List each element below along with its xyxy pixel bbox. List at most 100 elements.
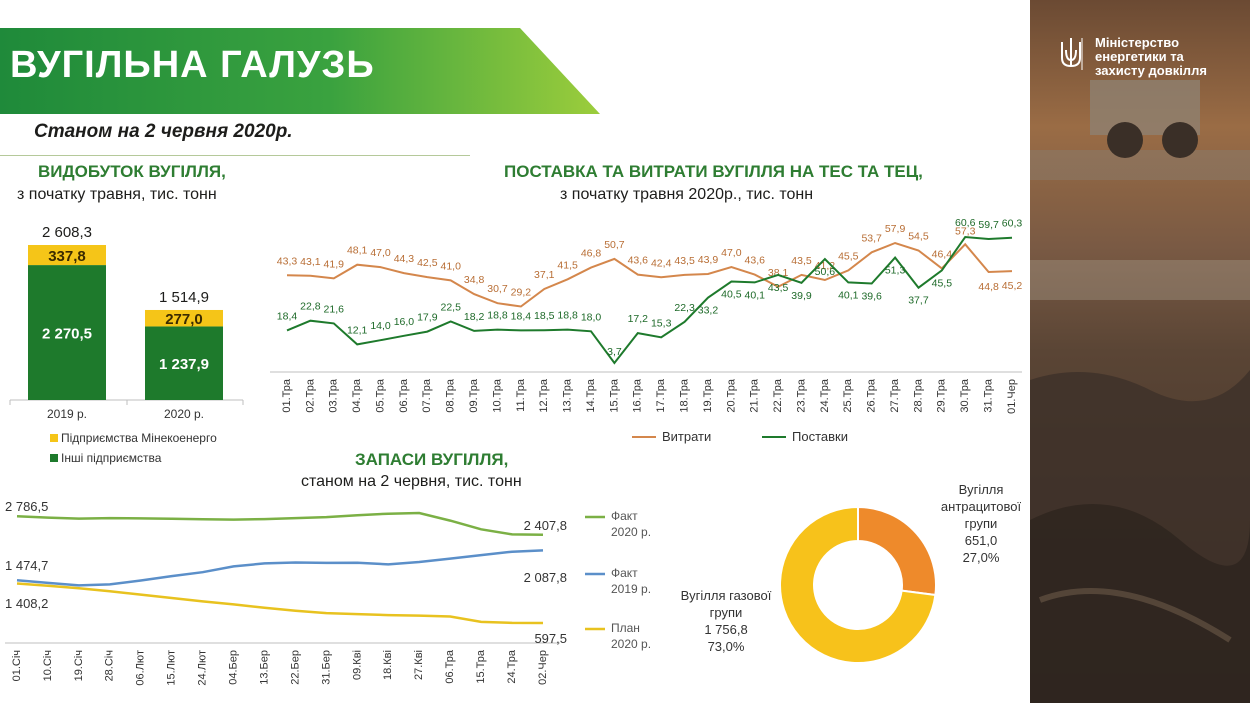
supply-data-label: 22,5 (440, 301, 461, 313)
bar-ministry-enterprises (28, 245, 106, 266)
bar-label-other: 2 270,5 (42, 326, 92, 343)
consumption-data-label: 30,7 (487, 283, 508, 295)
series-end-label: 597,5 (534, 631, 567, 646)
supply-data-label: 18,8 (557, 310, 578, 322)
x-tick-label: 13.Бер (258, 650, 270, 685)
slice-label: групи (965, 516, 998, 531)
supply-data-label: 39,9 (791, 290, 812, 302)
x-tick-label: 01.Тра (281, 378, 293, 413)
supply-data-label: 60,6 (955, 217, 976, 229)
x-tick-label: 2019 р. (47, 407, 87, 421)
bar-label-other: 1 237,9 (159, 356, 209, 373)
slice-value-label: 1 756,8 (704, 622, 747, 637)
consumption-data-label: 47,0 (370, 247, 391, 259)
consumption-data-label: 45,2 (1002, 280, 1023, 292)
x-tick-label: 22.Бер (289, 650, 301, 685)
divider (0, 155, 470, 156)
consumption-data-label: 57,3 (955, 225, 976, 237)
consumption-data-label: 43,3 (277, 255, 298, 267)
supply-data-label: 33,2 (698, 305, 719, 317)
x-tick-label: 25.Тра (842, 378, 854, 413)
stock-fact-2019-line (16, 549, 544, 587)
stocks-line-chart: 2 786,5 2 407,8 Факт 2020 р. 1 474,7 2 087,8 Ф… (5, 499, 651, 686)
slice-label: антрацитової (941, 499, 1022, 514)
supply-data-label: 40,5 (721, 289, 742, 301)
legend-swatch-other (50, 454, 58, 462)
x-tick-label: 06.Тра (398, 378, 410, 413)
legend-label-line1: Факт (611, 566, 638, 580)
x-tick-label: 10.Тра (491, 378, 503, 413)
x-tick-label: 19.Тра (702, 378, 714, 413)
supply-data-label: 17,9 (417, 312, 438, 324)
x-tick-label: 26.Тра (866, 378, 878, 413)
consumption-data-label: 43,6 (745, 255, 766, 267)
legend-label-line2: 2019 р. (611, 582, 651, 596)
x-tick-label: 28.Тра (912, 378, 924, 413)
stock-fact-2020-line (16, 511, 544, 537)
consumption-data-label: 47,0 (721, 247, 742, 259)
x-tick-label: 04.Тра (351, 378, 363, 413)
report-date: Станом на 2 червня 2020р. (34, 121, 293, 142)
bar-ministry-enterprises (145, 309, 223, 327)
x-tick-label: 27.Тра (889, 378, 901, 413)
x-tick-label: 04.Бер (227, 650, 239, 685)
supply-data-label: 18,8 (487, 310, 508, 322)
supply-data-label: 18,4 (511, 310, 532, 322)
x-tick-label: 19.Січ (73, 650, 85, 681)
bar-label-ministry: 277,0 (165, 311, 203, 328)
slice-value-label: 651,0 (965, 533, 998, 548)
x-tick-label: 13.Тра (562, 378, 574, 413)
series-end-label: 2 087,8 (524, 570, 567, 585)
donut-slice-anthracite (857, 505, 937, 597)
slice-label: групи (710, 605, 743, 620)
x-tick-label: 17.Тра (655, 378, 667, 413)
supply-data-label: 12,1 (347, 324, 368, 336)
bar-other-enterprises (145, 326, 223, 400)
slice-label: Вугілля газової (681, 588, 772, 603)
x-tick-label: 09.Тра (468, 378, 480, 413)
slice-label: Вугілля (959, 482, 1004, 497)
consumption-data-label: 44,8 (978, 281, 999, 293)
supply-data-label: 60,3 (1002, 218, 1023, 230)
legend-label-ministry: Підприємства Мінекоенерго (61, 431, 217, 445)
x-tick-label: 11.Тра (515, 378, 527, 412)
x-tick-label: 21.Тра (749, 378, 761, 413)
x-tick-label: 24.Лют (197, 650, 209, 686)
supply-data-label: 45,5 (932, 277, 953, 289)
supply-data-label: 40,1 (838, 289, 859, 301)
series-end-label: 2 407,8 (524, 518, 567, 533)
x-tick-label: 01.Чер (1006, 379, 1018, 414)
supply-data-label: 22,8 (300, 301, 321, 313)
supply-data-label: 59,7 (978, 219, 999, 231)
consumption-data-label: 43,6 (628, 255, 649, 267)
x-tick-label: 31.Тра (983, 378, 995, 413)
legend-label-line2: 2020 р. (611, 637, 651, 651)
donut-slice-gas (779, 505, 937, 664)
consumption-data-label: 54,5 (908, 231, 929, 243)
ukraine-trident-icon (1061, 38, 1083, 70)
slice-percent-label: 73,0% (708, 639, 745, 654)
x-tick-label: 12.Тра (538, 378, 550, 413)
x-tick-label: 15.Тра (475, 649, 487, 684)
series-start-label: 2 786,5 (5, 499, 48, 514)
x-tick-label: 28.Січ (104, 650, 116, 681)
consumption-data-label: 53,7 (861, 232, 882, 244)
legend-label-consumption: Витрати (662, 429, 711, 444)
supply-data-label: 15,3 (651, 317, 672, 329)
supply-data-label: 16,0 (394, 316, 415, 328)
x-tick-label: 08.Тра (445, 378, 457, 413)
slice-percent-label: 27,0% (963, 550, 1000, 565)
supply-data-label: 18,2 (464, 311, 485, 323)
consumption-data-label: 41,0 (440, 260, 461, 272)
supply-data-label: 3,7 (607, 346, 622, 358)
consumption-data-label: 42,5 (417, 257, 438, 269)
supply-line (286, 235, 1013, 365)
ministry-line-2: енергетики та (1095, 49, 1184, 64)
x-tick-label: 10.Січ (42, 650, 54, 681)
x-tick-label: 29.Тра (936, 378, 948, 413)
x-tick-label: 14.Тра (585, 378, 597, 413)
x-tick-label: 27.Кві (413, 650, 425, 680)
series-start-label: 1 408,2 (5, 596, 48, 611)
title-banner (0, 28, 600, 114)
consumption-data-label: 41,5 (557, 259, 578, 271)
